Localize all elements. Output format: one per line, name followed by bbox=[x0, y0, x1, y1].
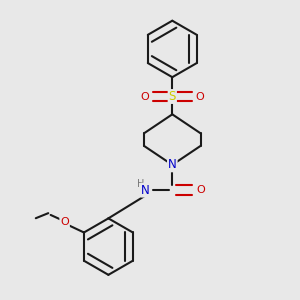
Text: S: S bbox=[169, 90, 176, 103]
Text: N: N bbox=[141, 184, 150, 196]
Text: O: O bbox=[195, 92, 204, 101]
Text: O: O bbox=[141, 92, 150, 101]
Text: H: H bbox=[137, 178, 145, 189]
Text: O: O bbox=[60, 217, 69, 227]
Text: N: N bbox=[168, 158, 177, 171]
Text: O: O bbox=[197, 185, 206, 195]
